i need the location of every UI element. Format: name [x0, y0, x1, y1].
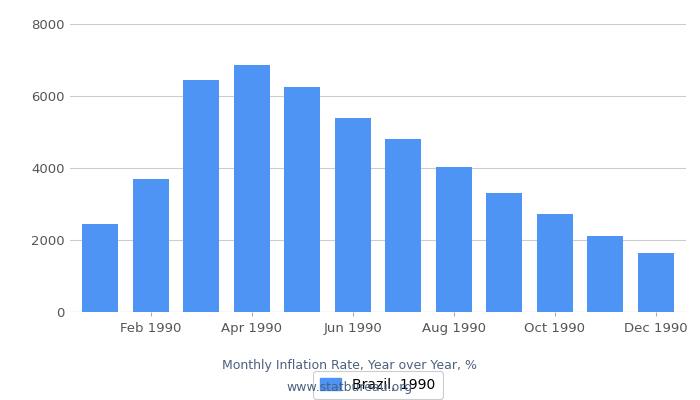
Bar [132, 179, 169, 312]
Bar [536, 214, 573, 312]
Bar [385, 139, 421, 312]
Bar [82, 224, 118, 312]
Bar [335, 118, 371, 312]
Bar [587, 236, 624, 312]
Text: www.statbureau.org: www.statbureau.org [287, 381, 413, 394]
Legend: Brazil, 1990: Brazil, 1990 [314, 371, 442, 399]
Bar [284, 87, 321, 312]
Bar [435, 167, 472, 312]
Bar [234, 65, 270, 312]
Bar [638, 253, 674, 312]
Text: Monthly Inflation Rate, Year over Year, %: Monthly Inflation Rate, Year over Year, … [223, 360, 477, 372]
Bar [486, 193, 522, 312]
Bar [183, 80, 220, 312]
